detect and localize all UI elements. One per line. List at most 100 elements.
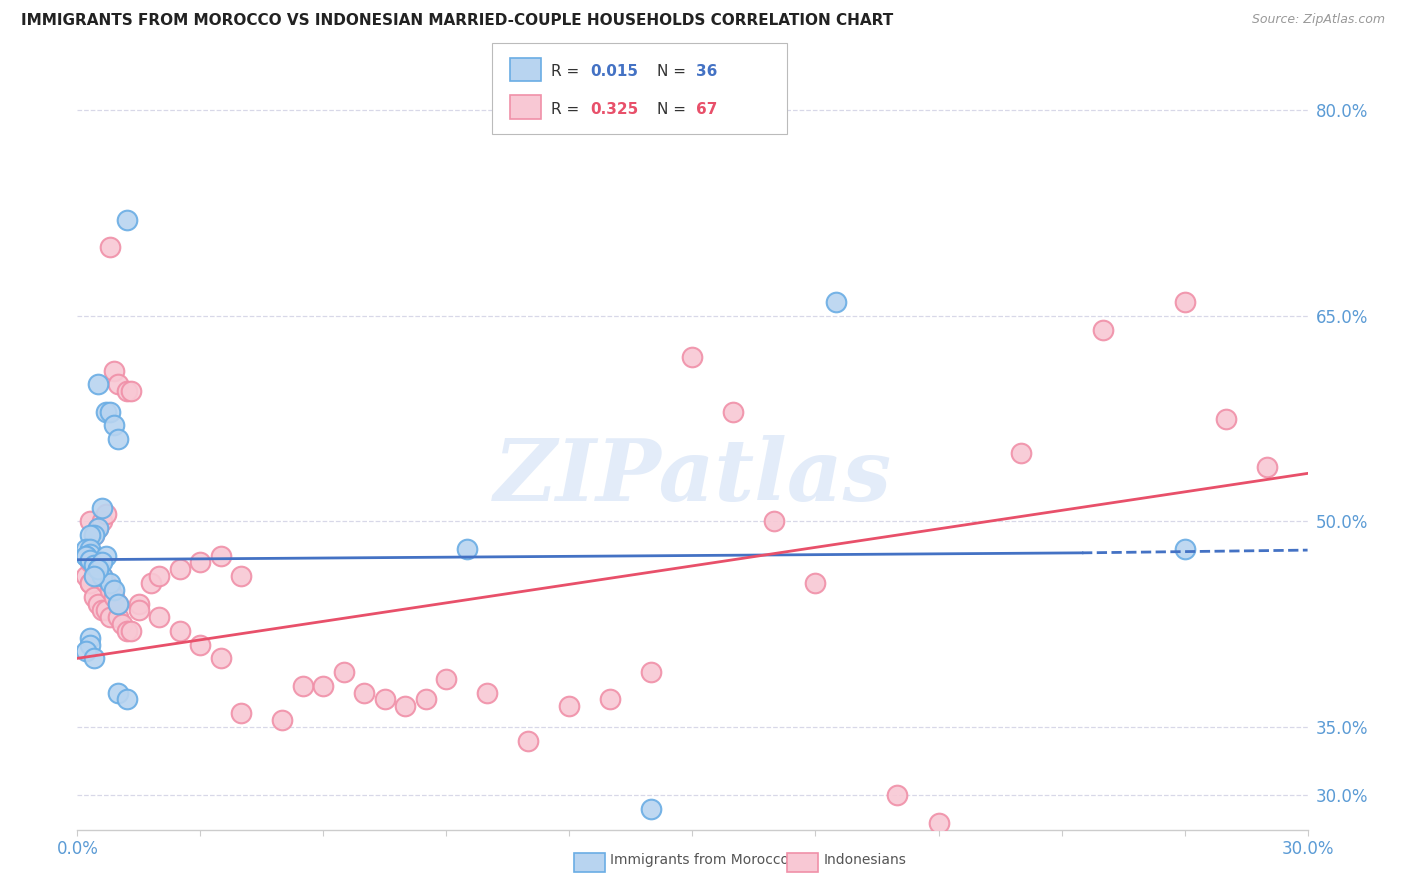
Point xyxy=(111,617,134,632)
Point xyxy=(312,679,335,693)
Point xyxy=(188,556,212,570)
Point xyxy=(83,528,105,542)
Point xyxy=(333,665,356,679)
Point xyxy=(107,610,129,624)
Point xyxy=(87,597,110,611)
Point xyxy=(640,665,662,679)
Text: 36: 36 xyxy=(696,64,717,79)
Point xyxy=(640,802,662,816)
Text: 0.015: 0.015 xyxy=(591,64,638,79)
Point xyxy=(1010,446,1032,460)
Point xyxy=(94,576,117,591)
Point xyxy=(120,624,142,638)
Point xyxy=(79,541,101,556)
Point xyxy=(79,576,101,591)
Text: Source: ZipAtlas.com: Source: ZipAtlas.com xyxy=(1251,13,1385,27)
Point xyxy=(682,350,704,364)
Point xyxy=(87,521,110,535)
Point xyxy=(87,562,110,576)
Point xyxy=(115,624,138,638)
Point xyxy=(231,706,253,720)
Point xyxy=(98,610,121,624)
Point xyxy=(1215,411,1237,425)
Point xyxy=(1174,541,1197,556)
Point xyxy=(79,631,101,645)
Point xyxy=(107,377,129,392)
Point xyxy=(128,597,150,611)
Point xyxy=(107,432,129,446)
Text: IMMIGRANTS FROM MOROCCO VS INDONESIAN MARRIED-COUPLE HOUSEHOLDS CORRELATION CHAR: IMMIGRANTS FROM MOROCCO VS INDONESIAN MA… xyxy=(21,13,893,29)
Text: 0.325: 0.325 xyxy=(591,102,638,117)
Point xyxy=(148,610,170,624)
Point xyxy=(98,576,121,591)
Point xyxy=(79,514,101,528)
Point xyxy=(1174,295,1197,310)
Point xyxy=(79,556,101,570)
Point xyxy=(825,295,848,310)
Point xyxy=(115,384,138,399)
Point xyxy=(804,576,827,591)
Point xyxy=(75,541,97,556)
Point xyxy=(83,590,105,604)
Point xyxy=(103,418,125,433)
Point xyxy=(415,692,437,706)
Point xyxy=(98,405,121,419)
Point xyxy=(98,240,121,254)
Point xyxy=(1091,322,1114,336)
Point xyxy=(107,685,129,699)
Point xyxy=(148,569,170,583)
Point xyxy=(763,514,786,528)
Point xyxy=(79,528,101,542)
Point xyxy=(477,685,499,699)
Text: Immigrants from Morocco: Immigrants from Morocco xyxy=(610,853,789,867)
Point xyxy=(599,692,621,706)
Point xyxy=(90,569,114,583)
Point xyxy=(517,733,540,747)
Point xyxy=(83,528,105,542)
Point xyxy=(169,562,191,576)
Point xyxy=(94,508,117,522)
Point xyxy=(94,405,117,419)
Text: R =: R = xyxy=(551,64,585,79)
Point xyxy=(169,624,191,638)
Point xyxy=(886,789,908,803)
Point xyxy=(120,384,142,399)
Text: 67: 67 xyxy=(696,102,717,117)
Point xyxy=(1256,459,1278,474)
Point xyxy=(107,597,129,611)
Point xyxy=(436,672,458,686)
Point xyxy=(98,582,121,597)
Point xyxy=(394,699,416,714)
Point xyxy=(79,638,101,652)
Text: N =: N = xyxy=(657,102,690,117)
Point xyxy=(103,582,125,597)
Point xyxy=(374,692,396,706)
Point xyxy=(209,549,232,563)
Point xyxy=(107,597,129,611)
Point xyxy=(90,514,114,528)
Point xyxy=(87,562,110,576)
Point xyxy=(83,558,105,573)
Point xyxy=(128,603,150,617)
Text: N =: N = xyxy=(657,64,690,79)
Point xyxy=(94,549,117,563)
Point xyxy=(79,576,101,591)
Text: R =: R = xyxy=(551,102,585,117)
Point xyxy=(928,815,950,830)
Point xyxy=(87,377,110,392)
Point xyxy=(87,562,110,576)
Point xyxy=(87,521,110,535)
Point xyxy=(723,405,745,419)
Point xyxy=(141,576,163,591)
Point xyxy=(75,549,97,563)
Point xyxy=(291,679,314,693)
Point xyxy=(456,541,478,556)
Point xyxy=(115,213,138,227)
Text: Indonesians: Indonesians xyxy=(824,853,907,867)
Point xyxy=(188,638,212,652)
Point xyxy=(209,651,232,665)
Point xyxy=(75,644,97,658)
Point xyxy=(558,699,581,714)
Point xyxy=(115,692,138,706)
Point xyxy=(90,569,114,583)
